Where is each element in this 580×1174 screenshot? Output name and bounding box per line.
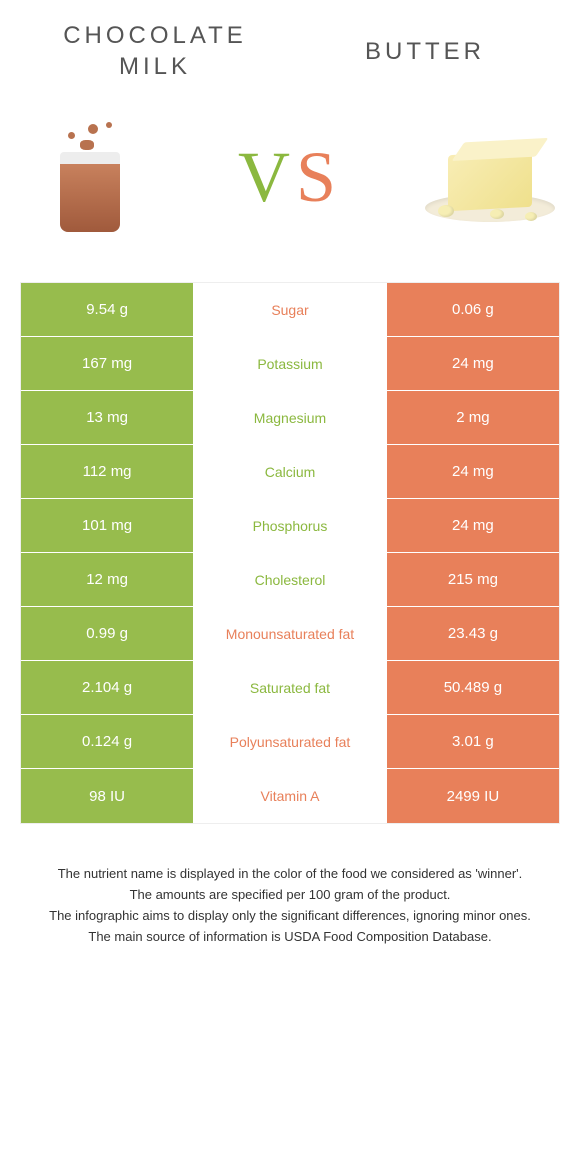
left-value: 0.99 g xyxy=(21,607,193,660)
nutrient-label: Cholesterol xyxy=(193,553,387,606)
nutrient-label: Saturated fat xyxy=(193,661,387,714)
left-value: 9.54 g xyxy=(21,283,193,336)
nutrient-label: Magnesium xyxy=(193,391,387,444)
nutrient-label: Phosphorus xyxy=(193,499,387,552)
left-value: 167 mg xyxy=(21,337,193,390)
nutrient-label: Calcium xyxy=(193,445,387,498)
butter-image xyxy=(420,112,560,242)
left-value: 112 mg xyxy=(21,445,193,498)
table-row: 0.99 gMonounsaturated fat23.43 g xyxy=(21,607,559,661)
right-value: 0.06 g xyxy=(387,283,559,336)
nutrient-label: Polyunsaturated fat xyxy=(193,715,387,768)
footnote-3: The infographic aims to display only the… xyxy=(30,906,550,927)
left-title-line1: CHOCOLATE xyxy=(20,20,290,51)
images-row: VS xyxy=(20,112,560,242)
table-row: 9.54 gSugar0.06 g xyxy=(21,283,559,337)
nutrient-label: Vitamin A xyxy=(193,769,387,823)
table-row: 2.104 gSaturated fat50.489 g xyxy=(21,661,559,715)
left-value: 101 mg xyxy=(21,499,193,552)
left-value: 12 mg xyxy=(21,553,193,606)
vs-s: S xyxy=(296,137,342,217)
table-row: 101 mgPhosphorus24 mg xyxy=(21,499,559,553)
right-value: 215 mg xyxy=(387,553,559,606)
table-row: 167 mgPotassium24 mg xyxy=(21,337,559,391)
right-value: 50.489 g xyxy=(387,661,559,714)
table-row: 112 mgCalcium24 mg xyxy=(21,445,559,499)
left-value: 13 mg xyxy=(21,391,193,444)
table-row: 12 mgCholesterol215 mg xyxy=(21,553,559,607)
titles-row: CHOCOLATE MILK BUTTER xyxy=(20,20,560,82)
right-value: 24 mg xyxy=(387,337,559,390)
table-row: 0.124 gPolyunsaturated fat3.01 g xyxy=(21,715,559,769)
left-value: 98 IU xyxy=(21,769,193,823)
footnote-1: The nutrient name is displayed in the co… xyxy=(30,864,550,885)
nutrient-label: Sugar xyxy=(193,283,387,336)
right-value: 2 mg xyxy=(387,391,559,444)
right-value: 2499 IU xyxy=(387,769,559,823)
right-value: 23.43 g xyxy=(387,607,559,660)
right-food-title: BUTTER xyxy=(290,20,560,82)
right-value: 24 mg xyxy=(387,445,559,498)
nutrient-table: 9.54 gSugar0.06 g167 mgPotassium24 mg13 … xyxy=(20,282,560,824)
nutrient-label: Monounsaturated fat xyxy=(193,607,387,660)
left-value: 0.124 g xyxy=(21,715,193,768)
vs-v: V xyxy=(238,137,296,217)
nutrient-label: Potassium xyxy=(193,337,387,390)
footnotes: The nutrient name is displayed in the co… xyxy=(20,864,560,947)
right-value: 3.01 g xyxy=(387,715,559,768)
right-value: 24 mg xyxy=(387,499,559,552)
footnote-2: The amounts are specified per 100 gram o… xyxy=(30,885,550,906)
chocolate-milk-image xyxy=(20,112,160,242)
table-row: 13 mgMagnesium2 mg xyxy=(21,391,559,445)
left-value: 2.104 g xyxy=(21,661,193,714)
footnote-4: The main source of information is USDA F… xyxy=(30,927,550,948)
left-title-line2: MILK xyxy=(20,51,290,82)
vs-label: VS xyxy=(238,136,342,219)
infographic-container: CHOCOLATE MILK BUTTER VS 9.54 gSugar0.06… xyxy=(0,0,580,968)
table-row: 98 IUVitamin A2499 IU xyxy=(21,769,559,823)
left-food-title: CHOCOLATE MILK xyxy=(20,20,290,82)
